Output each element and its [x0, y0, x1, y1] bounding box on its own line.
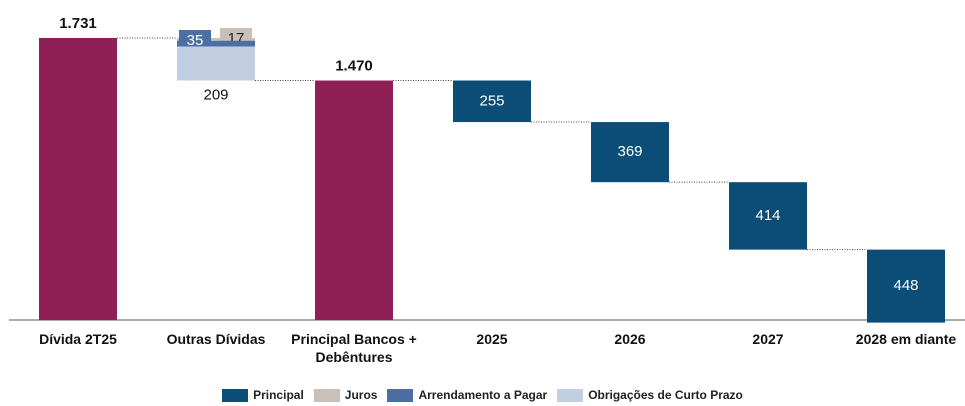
x-tick-label: 2025	[476, 331, 508, 347]
legend-item: Juros	[313, 388, 378, 402]
total-bar	[315, 80, 393, 320]
value-label: 369	[617, 143, 642, 160]
legend-item: Obrigações de Curto Prazo	[557, 388, 743, 402]
x-tick-label: 2027	[752, 331, 784, 347]
value-label: 414	[755, 207, 780, 224]
bar-segment	[177, 38, 255, 41]
x-tick-label: Principal Bancos + Debêntures	[291, 331, 417, 365]
legend-swatch	[557, 388, 584, 402]
legend-label: Arrendamento a Pagar	[418, 388, 548, 402]
legend-swatch	[387, 388, 414, 402]
x-tick-label: 2026	[614, 331, 646, 347]
legend-label: Principal	[253, 388, 304, 402]
bar-segment	[453, 80, 531, 123]
legend-swatch	[222, 388, 249, 402]
value-label: 255	[479, 92, 504, 109]
value-label: 209	[203, 86, 228, 103]
bar-segment	[177, 46, 255, 81]
x-tick-label: Dívida 2T25	[39, 331, 117, 347]
bar-segment	[729, 182, 807, 250]
legend-item: Principal	[222, 388, 304, 402]
x-tick-label: Outras Dívidas	[166, 331, 266, 347]
value-label: 448	[893, 277, 918, 294]
bar-segment	[177, 40, 255, 47]
total-bar	[39, 38, 117, 320]
value-label: 1.731	[59, 15, 97, 32]
legend-item: Arrendamento a Pagar	[387, 388, 547, 402]
value-label: 1.470	[335, 57, 373, 74]
x-tick-label: 2028 em diante	[855, 331, 957, 347]
legend-label: Obrigações de Curto Prazo	[588, 388, 743, 402]
legend-label: Juros	[344, 388, 378, 402]
bar-segment	[591, 122, 669, 183]
legend: Principal Juros Arrendamento a Pagar Obriga…	[0, 388, 965, 402]
bar-segment	[867, 249, 945, 323]
legend-swatch	[313, 388, 340, 402]
value-label: 35	[187, 32, 204, 49]
